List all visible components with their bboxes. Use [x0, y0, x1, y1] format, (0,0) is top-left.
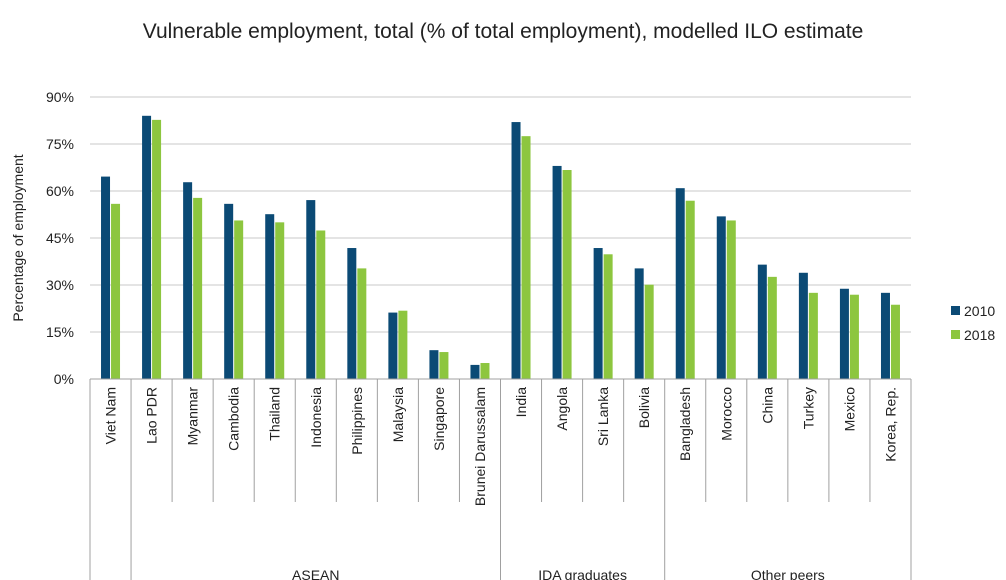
bar-2010-brunei-darussalam [470, 364, 480, 379]
x-tick-label: Brunei Darussalam [472, 387, 488, 506]
bar-2018-viet-nam [111, 203, 121, 379]
legend-label: 2010 [964, 303, 995, 319]
bar-2010-mexico [839, 288, 849, 379]
group-label: Other peers [751, 567, 825, 580]
bar-2010-bangladesh [675, 188, 685, 379]
bar-2018-thailand [275, 222, 285, 379]
bar-2010-china [757, 264, 767, 379]
x-tick-label: Lao PDR [144, 387, 160, 444]
bar-2018-india [521, 136, 531, 379]
bar-2010-bolivia [634, 268, 644, 379]
bar-2018-indonesia [316, 230, 326, 379]
bar-2010-thailand [265, 214, 275, 379]
bar-2018-cambodia [234, 220, 244, 379]
bar-2018-mexico [849, 294, 859, 379]
gridlines [90, 96, 911, 333]
bar-2018-bolivia [644, 284, 654, 379]
x-tick-label: Morocco [718, 387, 734, 441]
x-tick-label: Viet Nam [103, 387, 119, 444]
bar-2010-morocco [716, 216, 726, 379]
axes: 0% 15% 30% 45% 60% 75% 90% Viet Nam Lao PDR Myanm… [46, 89, 912, 580]
x-tick-label: Angola [554, 387, 570, 431]
y-tick-label: 0% [54, 371, 74, 387]
bar-2010-lao-pdr [142, 115, 152, 380]
bar-2010-angola [552, 165, 562, 379]
bar-2010-malaysia [388, 312, 398, 379]
bar-2018-morocco [726, 220, 736, 379]
bars [101, 115, 900, 380]
bar-2018-myanmar [193, 197, 203, 379]
bar-2018-singapore [439, 352, 449, 379]
bar-2010-korea-rep- [880, 292, 890, 379]
y-tick-label: 15% [46, 324, 74, 340]
bar-2018-angola [562, 170, 572, 379]
group-label: ASEAN [292, 567, 339, 580]
bar-2018-brunei-darussalam [480, 363, 490, 379]
bar-2010-indonesia [306, 200, 316, 379]
x-tick-label: Philippines [349, 387, 365, 455]
x-tick-label: Thailand [267, 387, 283, 441]
bar-2010-viet-nam [101, 176, 111, 379]
bar-2010-turkey [798, 272, 808, 379]
x-tick-label: China [759, 387, 775, 424]
bar-2010-myanmar [183, 182, 193, 379]
y-tick-label: 60% [46, 183, 74, 199]
y-axis-label: Percentage of employment [10, 154, 26, 321]
bar-2018-china [767, 276, 777, 379]
x-tick-label: Malaysia [390, 387, 406, 442]
x-tick-label: Bangladesh [677, 387, 693, 461]
y-tick-label: 90% [46, 89, 74, 105]
y-tick-label: 45% [46, 230, 74, 246]
bar-2010-cambodia [224, 203, 234, 379]
x-tick-label: Mexico [841, 387, 857, 432]
group-label: IDA graduates [538, 567, 627, 580]
legend: 2010 2018 [951, 303, 995, 343]
bar-2010-singapore [429, 350, 439, 379]
x-tick-label: Turkey [800, 387, 816, 429]
chart-title: Vulnerable employment, total (% of total… [143, 20, 864, 43]
x-tick-label: Cambodia [226, 387, 242, 451]
x-tick-label: Indonesia [308, 387, 324, 448]
bar-2010-india [511, 122, 521, 380]
x-tick-label: Singapore [431, 387, 447, 451]
legend-swatch [951, 306, 960, 315]
bar-2018-malaysia [398, 310, 408, 379]
bar-2018-sri-lanka [603, 254, 613, 379]
y-tick-label: 75% [46, 136, 74, 152]
bar-2018-korea-rep- [890, 304, 900, 379]
x-tick-label: Korea, Rep. [882, 387, 898, 462]
bar-2010-philippines [347, 248, 357, 379]
x-tick-label: Bolivia [636, 387, 652, 428]
x-tick-label: Sri Lanka [595, 387, 611, 446]
bar-2018-bangladesh [685, 200, 695, 379]
bar-2018-lao-pdr [152, 119, 162, 379]
bar-2018-philippines [357, 268, 367, 379]
x-tick-label: India [513, 387, 529, 418]
legend-swatch [951, 330, 960, 339]
x-tick-label: Myanmar [185, 387, 201, 446]
bar-2018-turkey [808, 292, 818, 379]
legend-label: 2018 [964, 327, 995, 343]
y-tick-label: 30% [46, 277, 74, 293]
bar-2010-sri-lanka [593, 248, 603, 379]
